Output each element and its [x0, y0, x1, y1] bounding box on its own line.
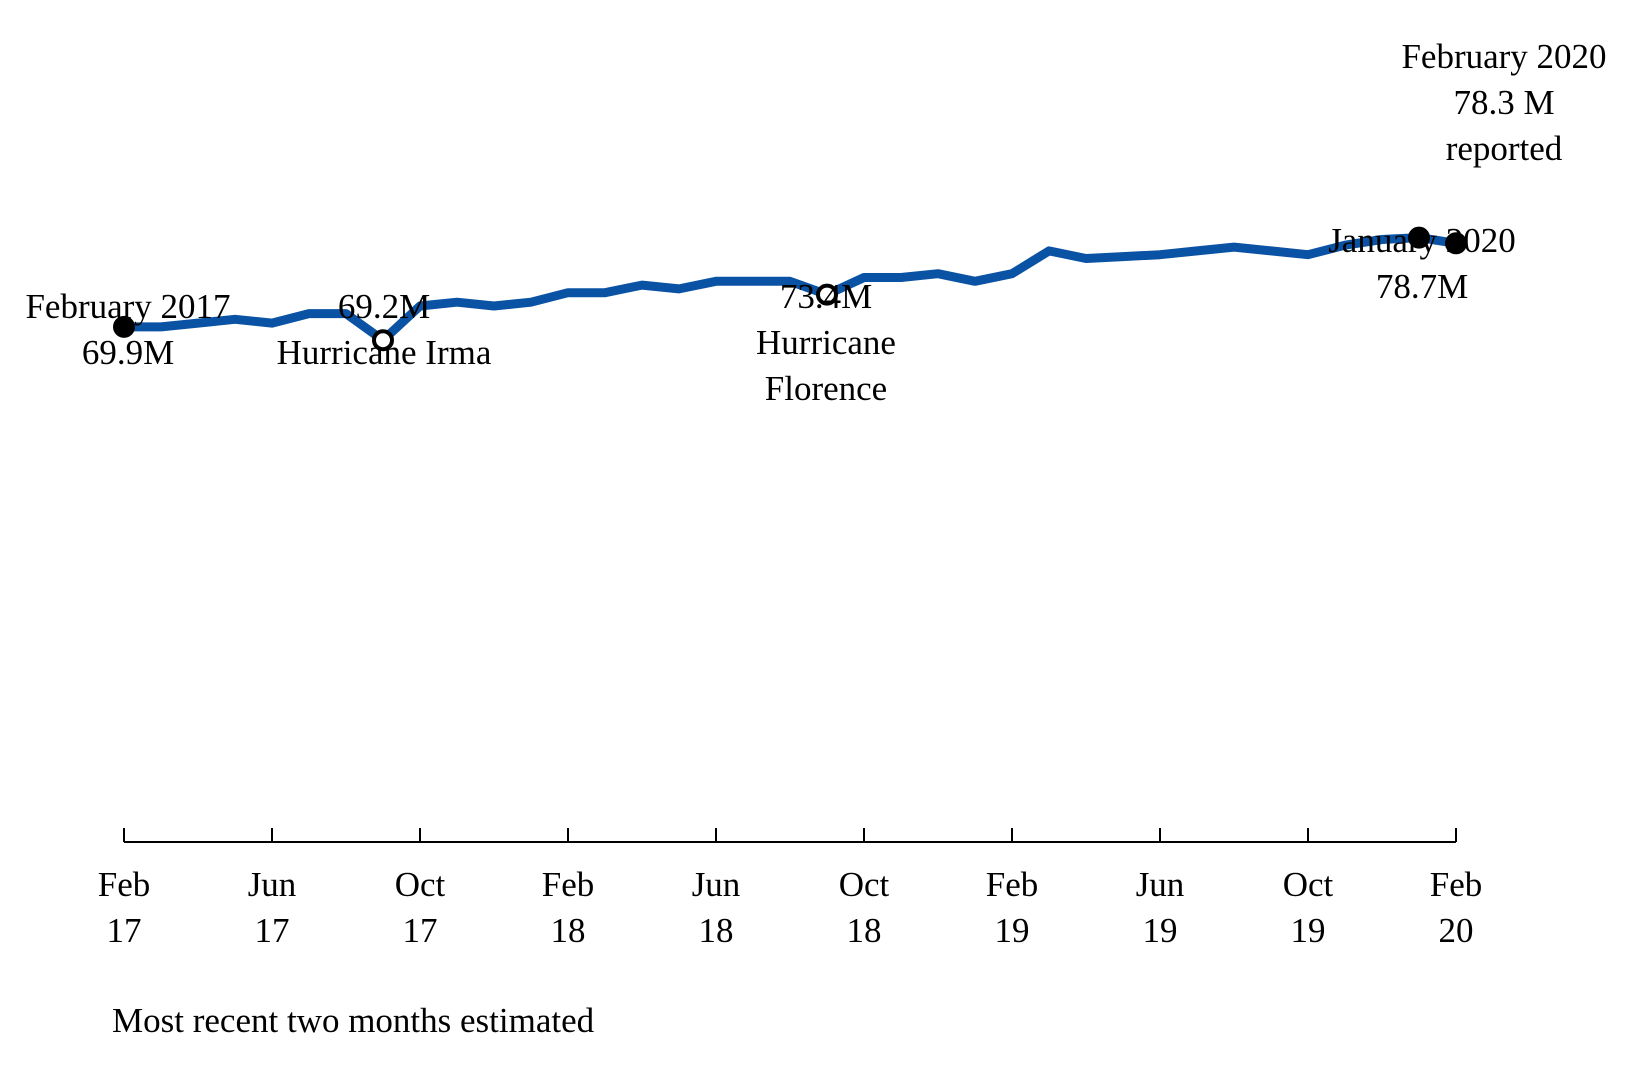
x-tick-label-month: Oct — [395, 865, 446, 904]
marker-annotation-line: 69.2M — [338, 287, 430, 326]
x-tick-label: Feb 18 — [542, 865, 595, 950]
filled-marker — [1445, 232, 1467, 255]
x-tick-label-month: Oct — [839, 865, 890, 904]
filled-marker — [113, 315, 135, 338]
x-tick-label-year: 18 — [551, 911, 586, 950]
marker-annotation-line: 78.7M — [1376, 267, 1468, 306]
marker-annotation: February 2017 69.9M — [25, 287, 230, 372]
x-tick-label-month: Jun — [692, 865, 741, 904]
x-tick-label-month: Jun — [1136, 865, 1185, 904]
marker-annotation: 73.4M Hurricane Florence — [756, 277, 896, 408]
x-tick-label-year: 18 — [847, 911, 882, 950]
marker-annotation: 69.2M Hurricane Irma — [277, 287, 492, 372]
x-tick-label-year: 19 — [995, 911, 1030, 950]
x-tick-label-month: Oct — [1283, 865, 1334, 904]
x-tick-label-month: Feb — [986, 865, 1039, 904]
hollow-marker — [372, 329, 394, 352]
x-tick-label-year: 18 — [699, 911, 734, 950]
annotations: February 2017 69.9M 69.2M Hurricane Irma 73.… — [25, 37, 1606, 408]
x-tick-label: Jun 17 — [248, 865, 297, 950]
marker-annotation-line: Florence — [765, 369, 887, 408]
marker-annotation-line: reported — [1446, 129, 1563, 168]
x-tick-label-year: 17 — [107, 911, 142, 950]
marker-annotation-line: February 2017 — [25, 287, 230, 326]
x-tick-label: Oct 18 — [839, 865, 890, 950]
x-tick-label: Jun 18 — [692, 865, 741, 950]
marker-annotation-line: Hurricane — [756, 323, 896, 362]
x-tick-label-month: Feb — [542, 865, 595, 904]
x-tick-label: Oct 17 — [395, 865, 446, 950]
data-markers — [113, 226, 1467, 352]
x-tick-label-year: 17 — [255, 911, 290, 950]
x-tick-label-month: Feb — [1430, 865, 1483, 904]
marker-annotation-line: Hurricane Irma — [277, 333, 492, 372]
filled-marker — [1408, 226, 1430, 249]
marker-annotation: February 2020 78.3 M reported — [1401, 37, 1606, 168]
footnote: Most recent two months estimated — [112, 1001, 595, 1040]
marker-annotation-line: January 2020 — [1328, 221, 1516, 260]
marker-annotation-line: February 2020 — [1401, 37, 1606, 76]
x-tick-label: Oct 19 — [1283, 865, 1334, 950]
x-tick-label-year: 20 — [1439, 911, 1474, 950]
x-tick-label: Feb 20 — [1430, 865, 1483, 950]
x-axis-ticks: Feb 17 Jun 17 Oct 17 Feb 18 Jun 18 Oct 18 Feb 19 Jun 19… — [98, 828, 1483, 950]
x-tick-label: Jun 19 — [1136, 865, 1185, 950]
hollow-marker — [816, 283, 838, 306]
x-tick-label-year: 19 — [1291, 911, 1326, 950]
marker-annotation: January 2020 78.7M — [1328, 221, 1516, 306]
x-tick-label-month: Feb — [98, 865, 151, 904]
series-line — [119, 233, 1461, 345]
marker-annotation-line: 78.3 M — [1453, 83, 1554, 122]
marker-annotation-line: 69.9M — [82, 333, 174, 372]
x-tick-label-month: Jun — [248, 865, 297, 904]
x-tick-label: Feb 17 — [98, 865, 151, 950]
x-tick-label-year: 19 — [1143, 911, 1178, 950]
marker-annotation-line: 73.4M — [780, 277, 872, 316]
x-tick-label: Feb 19 — [986, 865, 1039, 950]
x-tick-label-year: 17 — [403, 911, 438, 950]
